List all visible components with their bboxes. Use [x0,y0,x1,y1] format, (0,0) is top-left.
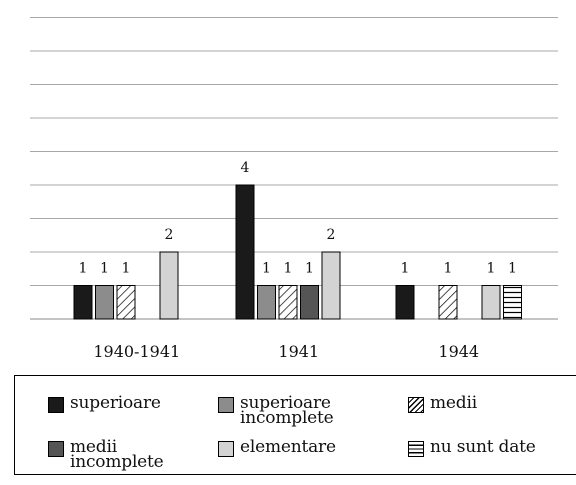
legend-item: medii incomplete [48,437,164,472]
bar-nu-sunt-date-1944 [503,285,522,320]
legend-swatch [218,441,234,457]
data-label: 2 [165,227,174,243]
x-tick-label: 1941 [278,342,319,361]
bar-medii-1940-1941 [116,285,136,320]
legend-label: superioare incomplete [240,393,334,428]
gridlines [30,17,558,320]
data-label: 1 [100,261,109,277]
data-label: 4 [241,160,250,176]
legend-swatch [408,441,424,457]
legend-label: elementare [240,437,336,457]
bar-medii-incomplete-1941 [300,285,319,320]
legend-label: medii [430,393,477,413]
bar-superioare-incomplete-1941 [257,285,276,320]
data-label: 2 [327,227,336,243]
legend-item: elementare [218,437,336,457]
x-tick-labels: 1940-1941 1941 1944 [93,342,479,361]
data-label: 1 [487,261,496,277]
bar-medii-1944 [438,285,458,320]
bar-medii-1941 [278,285,298,320]
data-label: 1 [122,261,131,277]
data-label: 1 [262,261,271,277]
data-label: 1 [305,261,314,277]
bar-superioare-incomplete-1940-1941 [95,285,114,320]
data-label: 1 [401,261,410,277]
legend-item: nu sunt date [408,437,536,457]
legend-label: nu sunt date [430,437,536,457]
bar-superioare-1944 [395,285,415,320]
data-label: 1 [284,261,293,277]
legend-item: medii [408,393,477,413]
legend-swatch [408,397,424,413]
legend: superioare superioare incomplete medii medi… [14,375,576,475]
bar-superioare-1940-1941 [73,285,93,320]
legend-swatch [218,397,234,413]
x-tick-label: 1944 [438,342,479,361]
legend-item: superioare [48,393,161,413]
legend-item: superioare incomplete [218,393,334,428]
legend-label: medii incomplete [70,437,164,472]
data-label: 1 [79,261,88,277]
bar-elementare-1940-1941 [159,251,179,320]
bar-elementare-1941 [321,251,341,320]
x-tick-label: 1940-1941 [93,342,180,361]
data-label: 1 [444,261,453,277]
bar-superioare-1941 [235,184,255,320]
legend-label: superioare [70,393,161,413]
bar-elementare-1944 [481,285,501,320]
data-label: 1 [508,261,517,277]
legend-swatch [48,441,64,457]
legend-swatch [48,397,64,413]
bars [73,184,522,320]
